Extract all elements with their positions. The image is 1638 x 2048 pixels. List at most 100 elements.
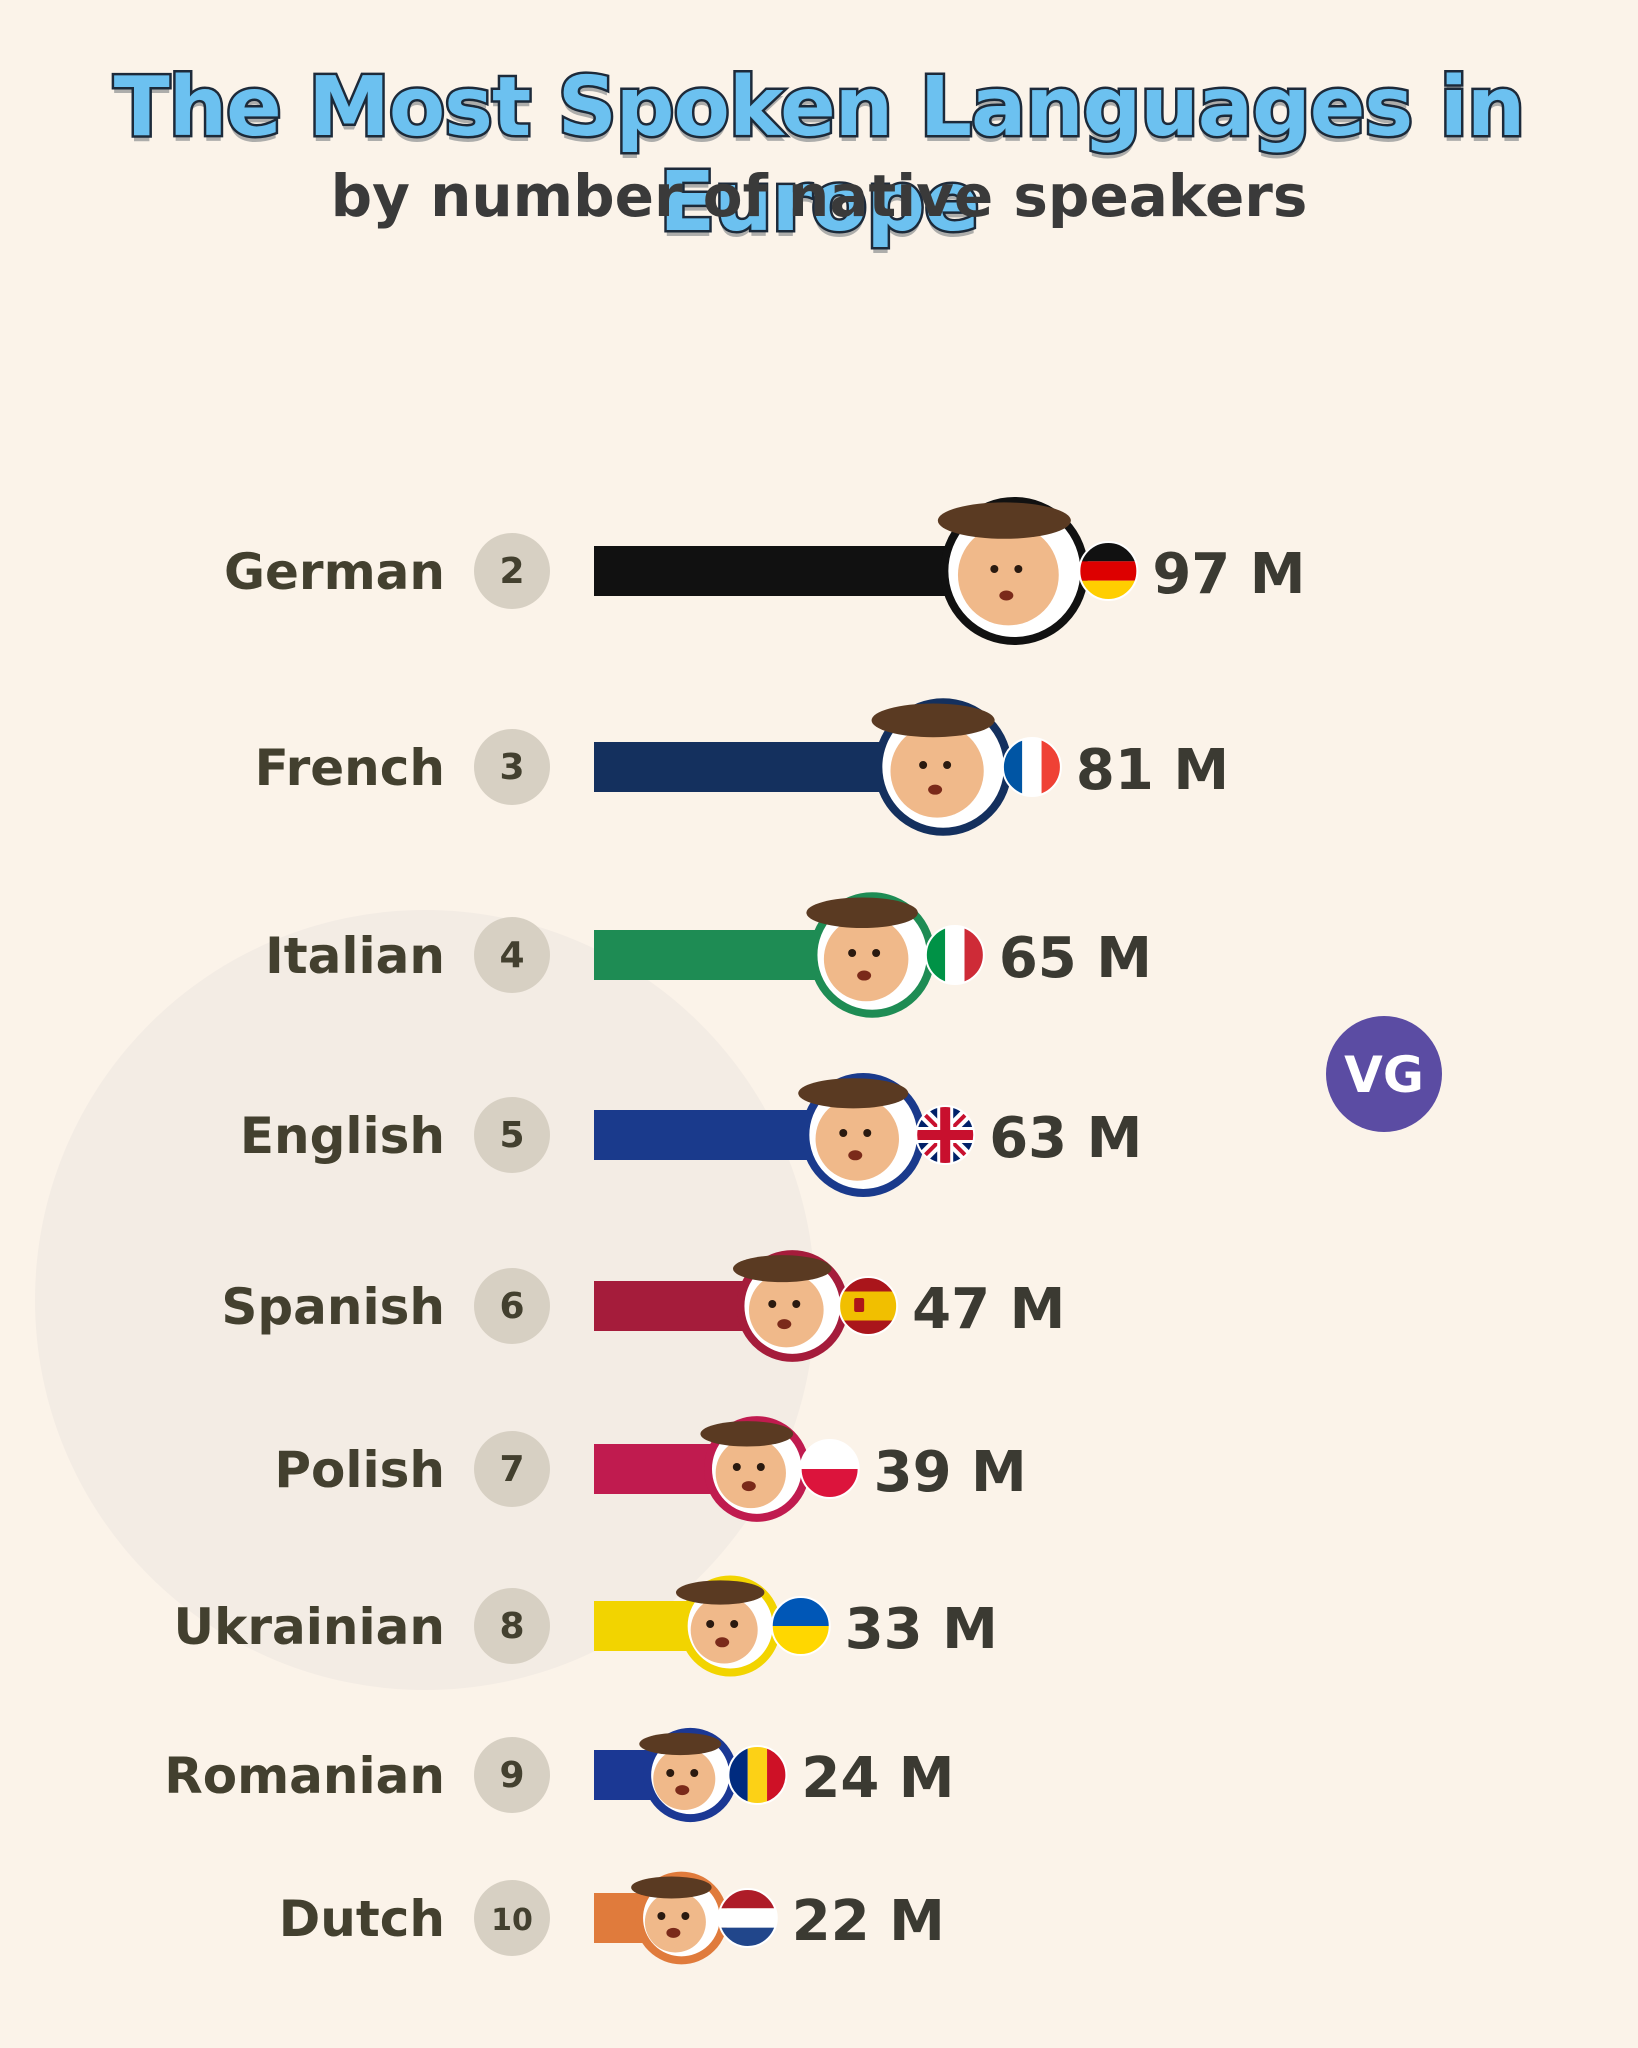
spain-flag-icon bbox=[838, 1276, 899, 1336]
romania-flag-icon bbox=[727, 1745, 788, 1805]
avatar-hat-icon bbox=[733, 1255, 832, 1283]
bar-row-spanish: Spanish 6 47 M bbox=[221, 1250, 1065, 1362]
avatar-face bbox=[690, 1596, 758, 1664]
avatar-face bbox=[823, 916, 909, 1002]
avatar-eye bbox=[919, 761, 928, 769]
avatar-eye bbox=[730, 1620, 739, 1628]
avatar-face bbox=[644, 1891, 706, 1953]
vg-badge: VG bbox=[1326, 1016, 1442, 1132]
germany-flag-icon bbox=[1078, 541, 1139, 601]
watermark-logo bbox=[35, 910, 815, 1690]
avatar-hat-icon bbox=[798, 1078, 909, 1109]
value-label: 22 M bbox=[792, 1889, 945, 1954]
avatar-eye bbox=[872, 949, 881, 957]
rank-badge bbox=[474, 1880, 550, 1956]
bar-row-english: English 5 63 M bbox=[240, 1073, 1142, 1197]
category-label: Ukrainian bbox=[174, 1598, 445, 1656]
poland-flag-icon bbox=[799, 1439, 860, 1499]
category-label: English bbox=[240, 1107, 445, 1165]
rank-number: 6 bbox=[499, 1286, 524, 1327]
avatar-mouth bbox=[999, 590, 1014, 601]
avatar-face bbox=[715, 1437, 786, 1509]
rank-number: 3 bbox=[499, 747, 524, 788]
rank-number: 5 bbox=[499, 1115, 524, 1156]
avatar-eye bbox=[706, 1620, 715, 1628]
avatar-eye bbox=[756, 1463, 765, 1471]
uk-flag-icon bbox=[915, 1105, 976, 1165]
value-label: 24 M bbox=[801, 1746, 954, 1811]
avatar-mouth bbox=[741, 1481, 756, 1492]
avatar-face bbox=[890, 724, 984, 818]
netherlands-flag-icon bbox=[717, 1888, 778, 1948]
avatar-hat-icon bbox=[806, 897, 918, 928]
avatar-hat-icon bbox=[700, 1421, 794, 1447]
avatar-hat-icon bbox=[631, 1876, 712, 1899]
rank-number: 10 bbox=[491, 1903, 533, 1938]
avatar-eye bbox=[690, 1769, 699, 1777]
value-label: 33 M bbox=[845, 1597, 998, 1662]
avatar-eye bbox=[666, 1769, 675, 1777]
bar-row-german: German 2 97 M bbox=[224, 497, 1306, 645]
avatar-hat-icon bbox=[937, 502, 1071, 539]
avatar-eye bbox=[943, 761, 952, 769]
avatar-eye bbox=[863, 1129, 872, 1137]
avatar-face bbox=[815, 1097, 899, 1181]
avatar-eye bbox=[839, 1129, 848, 1137]
avatar-eye bbox=[990, 565, 999, 573]
rank-badge bbox=[474, 533, 550, 609]
category-label: German bbox=[224, 543, 445, 601]
avatar-mouth bbox=[857, 970, 872, 981]
value-label: 39 M bbox=[874, 1440, 1027, 1505]
avatar-mouth bbox=[666, 1927, 681, 1938]
value-label: 97 M bbox=[1152, 542, 1305, 607]
avatar-eye bbox=[1014, 565, 1023, 573]
avatar-face bbox=[957, 524, 1059, 626]
bar-row-romanian: Romanian 9 24 M bbox=[164, 1727, 955, 1823]
avatar-mouth bbox=[777, 1319, 792, 1330]
value-label: 81 M bbox=[1076, 738, 1229, 803]
france-flag-icon bbox=[1001, 737, 1062, 797]
rank-number: 7 bbox=[499, 1449, 524, 1490]
category-label: Polish bbox=[274, 1441, 445, 1499]
ukraine-flag-icon bbox=[770, 1596, 831, 1656]
value-label: 63 M bbox=[989, 1106, 1142, 1171]
rank-number: 9 bbox=[499, 1755, 524, 1796]
rank-badge bbox=[474, 1737, 550, 1813]
italy-flag-icon bbox=[924, 925, 985, 985]
bar bbox=[594, 546, 1008, 596]
value-label: 65 M bbox=[999, 926, 1152, 991]
avatar-mouth bbox=[848, 1150, 863, 1161]
rank-badge bbox=[474, 1268, 550, 1344]
bar-row-dutch: Dutch 10 22 M bbox=[279, 1871, 945, 1965]
rank-badge bbox=[474, 729, 550, 805]
rank-badge bbox=[474, 1431, 550, 1507]
avatar-hat-icon bbox=[871, 703, 995, 738]
avatar-eye bbox=[732, 1463, 741, 1471]
rank-badge bbox=[474, 1097, 550, 1173]
avatar-hat-icon bbox=[675, 1580, 765, 1605]
avatar-hat-icon bbox=[639, 1732, 722, 1756]
avatar-eye bbox=[792, 1300, 801, 1308]
bar-row-italian: Italian 4 65 M bbox=[265, 892, 1152, 1018]
value-label: 47 M bbox=[912, 1277, 1065, 1342]
avatar-eye bbox=[848, 949, 857, 957]
category-label: Spanish bbox=[221, 1278, 445, 1336]
category-label: Romanian bbox=[164, 1747, 445, 1805]
avatar-face bbox=[748, 1272, 824, 1348]
bar-row-french: French 3 81 M bbox=[255, 698, 1229, 836]
rank-number: 2 bbox=[499, 551, 524, 592]
bar-row-ukrainian: Ukrainian 8 33 M bbox=[174, 1575, 998, 1677]
bar-row-polish: Polish 7 39 M bbox=[274, 1416, 1027, 1522]
rank-number: 8 bbox=[499, 1606, 524, 1647]
avatar-mouth bbox=[928, 784, 943, 795]
category-label: Dutch bbox=[279, 1890, 445, 1948]
category-label: French bbox=[255, 739, 445, 797]
avatar-mouth bbox=[675, 1785, 690, 1796]
avatar-eye bbox=[657, 1912, 666, 1920]
chart-subtitle: by number of native speakers bbox=[330, 162, 1308, 230]
avatar-eye bbox=[768, 1300, 777, 1308]
rank-badge bbox=[474, 917, 550, 993]
rank-number: 4 bbox=[499, 935, 524, 976]
avatar-eye bbox=[681, 1912, 690, 1920]
avatar-mouth bbox=[715, 1637, 730, 1648]
